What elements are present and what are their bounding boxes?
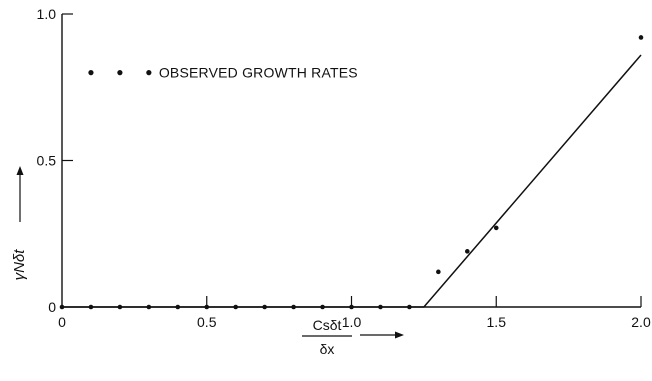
data-point xyxy=(146,304,152,310)
x-axis-label-numerator: Csδt xyxy=(313,317,342,333)
x-axis-label-denominator: δx xyxy=(320,341,335,357)
x-tick-label: 0.5 xyxy=(197,314,217,330)
legend-text: OBSERVED GROWTH RATES xyxy=(159,65,358,81)
data-point xyxy=(493,225,499,231)
y-axis-label: γNδt xyxy=(11,166,28,280)
data-point xyxy=(204,304,210,310)
legend-marker xyxy=(88,70,94,76)
axes xyxy=(61,14,641,308)
data-point xyxy=(262,304,267,310)
legend-dots xyxy=(88,70,152,76)
y-tick-label: 1.0 xyxy=(37,6,57,22)
x-tick-label: 1.5 xyxy=(487,314,507,330)
series-lines xyxy=(62,54,642,308)
y-tick-label: 0 xyxy=(48,299,56,315)
y-axis-label-arrow-head xyxy=(16,166,24,175)
data-point xyxy=(465,249,470,254)
tick-labels: 0 0.5 1.0 1.5 2.0 0 0.5 1.0 xyxy=(37,6,651,330)
data-point xyxy=(88,304,94,310)
data-point xyxy=(175,304,181,310)
data-point xyxy=(291,304,296,310)
x-tick-label: 1.0 xyxy=(342,314,362,330)
x-tick-label: 0 xyxy=(58,314,66,330)
series-line xyxy=(62,54,642,308)
data-point xyxy=(59,304,65,310)
legend-marker xyxy=(146,70,152,76)
data-point xyxy=(378,304,383,310)
data-point xyxy=(320,304,325,310)
legend-marker xyxy=(117,70,123,76)
legend: OBSERVED GROWTH RATES xyxy=(88,65,358,81)
series-points xyxy=(59,35,644,310)
data-point xyxy=(349,304,354,310)
y-tick-label: 0.5 xyxy=(37,153,57,169)
data-point xyxy=(233,304,238,310)
data-point xyxy=(117,304,123,310)
data-point xyxy=(638,35,644,40)
data-point xyxy=(436,269,441,275)
x-axis-label: Csδt δx xyxy=(302,317,404,357)
ticks xyxy=(62,13,642,307)
y-axis-label-text: γNδt xyxy=(11,249,28,281)
data-point xyxy=(407,304,412,310)
x-tick-label: 2.0 xyxy=(631,314,651,330)
x-axis-label-arrow-head xyxy=(395,331,404,339)
